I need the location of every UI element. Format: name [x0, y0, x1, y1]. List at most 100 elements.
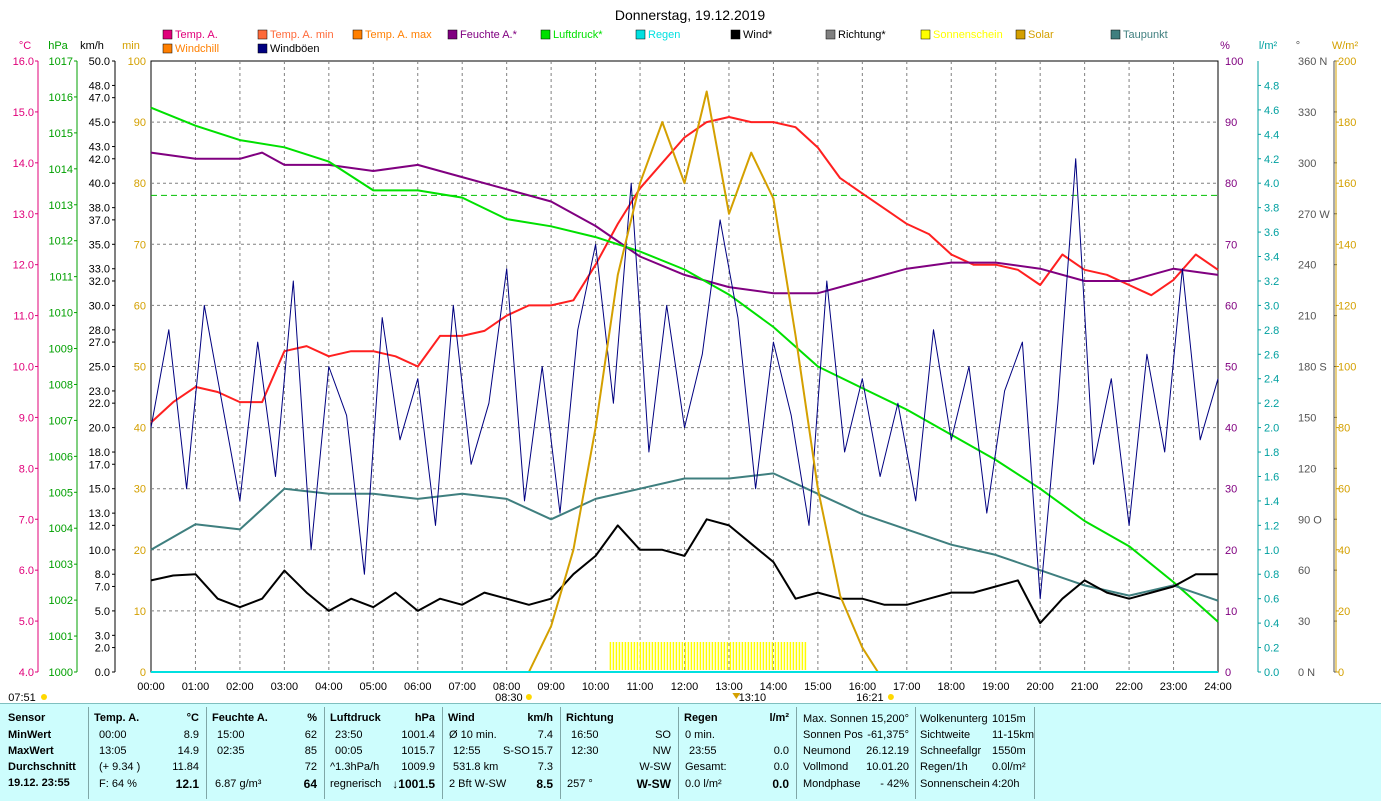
axis-unit-label: hPa	[48, 40, 68, 52]
wind-max-value: 15.7	[531, 745, 553, 757]
weather-chart: Donnerstag, 19.12.2019 °C hPa km/h min% l/m² °…	[8, 7, 1358, 703]
direction-tick-label: 270 W	[1298, 209, 1330, 221]
wind-tick-label: 17.0	[89, 459, 110, 471]
temp-column: Temp. A. °C 00:00 8.9 13:05 14.9 (+ 9.34…	[89, 704, 205, 801]
sunshine-value: 4:20h	[992, 778, 1020, 790]
rain-tick-label: 3.0	[1264, 300, 1279, 312]
pressure-tick-label: 1011	[49, 272, 73, 284]
legend-label: Solar	[1028, 29, 1054, 41]
sunrise-icon	[525, 694, 532, 700]
sun-pos-label: Sonnen Pos	[803, 729, 863, 741]
temp-min-time: 00:00	[99, 729, 127, 741]
temp-tick-label: 14.0	[13, 158, 34, 170]
legend-label: Sonnenschein	[933, 29, 1003, 41]
legend-swatch	[1110, 29, 1121, 40]
wind-tick-label: 35.0	[89, 239, 110, 251]
pressure-max-value: 1015.7	[401, 745, 435, 757]
sunshine-label: Sonnenschein	[920, 778, 990, 790]
series-temp-a-	[150, 116, 1219, 424]
solar-tick-label: 120	[1338, 300, 1356, 312]
wind-max-time: 12:55	[453, 745, 481, 757]
direction-degrees: 257 °	[567, 778, 593, 790]
humidity-header: Feuchte A.	[212, 712, 268, 724]
series-wind-	[150, 518, 1218, 625]
pressure-tick-label: 1006	[49, 451, 73, 463]
min-tick-label: 100	[128, 56, 146, 68]
rain-tick-label: 0.2	[1264, 643, 1279, 655]
rain-tick-label: 2.8	[1264, 325, 1279, 337]
x-tick-label: 11:00	[627, 681, 654, 693]
direction-column: Richtung 16:50 SO 12:30 NW W-SW 257 ° W-…	[561, 704, 677, 801]
x-tick-label: 02:00	[226, 681, 254, 693]
sunrise-label: 08:30	[495, 692, 523, 703]
visibility-label: Sichtweite	[920, 729, 971, 741]
humidity-now-value: 64	[303, 777, 317, 791]
wind-tick-label: 15.0	[89, 484, 110, 496]
pressure-tick-label: 1007	[49, 415, 73, 427]
wind-tick-label: 45.0	[89, 117, 110, 129]
x-tick-label: 05:00	[360, 681, 388, 693]
wind-tick-label: 32.0	[89, 276, 110, 288]
axis-unit-label: l/m²	[1259, 40, 1278, 52]
legend-swatch	[635, 29, 646, 40]
legend-swatch	[730, 29, 741, 40]
wind-tick-label: 8.0	[95, 569, 110, 581]
rain-tick-label: 4.0	[1264, 178, 1279, 190]
sun-icon	[41, 694, 47, 700]
pressure-tick-label: 1001	[49, 631, 73, 643]
rain-hour-label: Regen/1h	[920, 761, 968, 773]
pressure-unit: hPa	[414, 712, 435, 724]
wind-tick-label: 47.0	[89, 93, 110, 105]
wind-tick-label: 28.0	[89, 325, 110, 337]
x-tick-label: 08:00	[493, 681, 521, 693]
wind-tick-label: 27.0	[89, 337, 110, 349]
temp-tick-label: 10.0	[13, 362, 34, 374]
pressure-tick-label: 1002	[49, 595, 73, 607]
rain-tick-label: 1.4	[1264, 496, 1279, 508]
temp-tick-label: 13.0	[13, 209, 34, 221]
legend-swatch	[352, 29, 363, 40]
axis-unit-label: °	[1296, 40, 1300, 52]
legend-label: Temp. A.	[175, 29, 218, 41]
temp-avg-value: 11.84	[172, 761, 199, 773]
wind-max-direction: S-SO	[503, 745, 530, 757]
series-taupunkt	[150, 472, 1219, 602]
temp-tick-label: 9.0	[19, 412, 34, 424]
direction-tick-label: 330	[1298, 107, 1316, 119]
humidity-max-value: 85	[304, 745, 317, 757]
legend-swatch	[257, 29, 268, 40]
temp-avg-delta: (+ 9.34 )	[99, 761, 141, 773]
humidity-tick-label: 70	[1225, 239, 1237, 251]
moon-phase-value: - 42%	[880, 778, 909, 790]
wind-tick-label: 18.0	[89, 447, 110, 459]
rain-tick-label: 0.4	[1264, 618, 1279, 630]
direction-tick-label: 60	[1298, 565, 1310, 577]
rain-duration: 0 min.	[685, 729, 715, 741]
wind-tick-label: 30.0	[89, 300, 110, 312]
pressure-forecast: regnerisch	[330, 778, 382, 790]
axis-unit-label: °C	[19, 40, 31, 52]
pressure-tick-label: 1017	[49, 56, 73, 68]
direction-tick-label: 0 N	[1298, 667, 1315, 679]
direction-max-time: 12:30	[571, 745, 599, 757]
x-tick-label: 15:00	[804, 681, 832, 693]
x-tick-label: 13:00	[715, 681, 743, 693]
rain-tick-label: 3.8	[1264, 203, 1279, 215]
new-moon-value: 26.12.19	[866, 745, 909, 757]
visibility-value: 11-15km	[992, 729, 1034, 741]
wind-tick-label: 7.0	[95, 581, 110, 593]
cloud-base-value: 1015m	[992, 713, 1026, 725]
temp-tick-label: 6.0	[19, 565, 34, 577]
pressure-tick-label: 1012	[49, 236, 73, 248]
new-moon-label: Neumond	[803, 745, 851, 757]
x-tick-label: 03:00	[271, 681, 299, 693]
min-tick-label: 30	[134, 484, 146, 496]
humidity-column: Feuchte A. % 15:00 62 02:35 85 72 6.87 g…	[207, 704, 323, 801]
pressure-tick-label: 1014	[49, 164, 73, 176]
rain-tick-label: 2.6	[1264, 349, 1279, 361]
direction-tick-label: 120	[1298, 463, 1316, 475]
rain-now-value: 0.0	[772, 777, 789, 791]
humidity-min-value: 62	[304, 729, 317, 741]
legend-swatch	[540, 29, 551, 40]
moon-phase-label: Mondphase	[803, 778, 861, 790]
